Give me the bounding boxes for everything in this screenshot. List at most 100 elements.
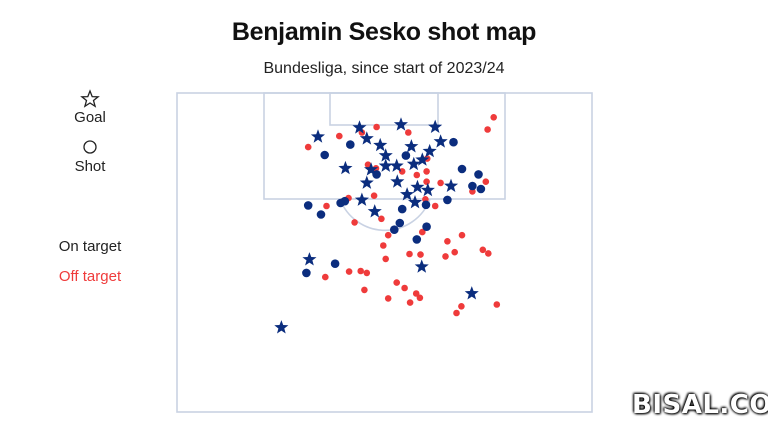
shot-on-target-marker bbox=[316, 210, 326, 219]
shot-off-target-marker bbox=[490, 114, 498, 121]
shot-off-target-marker bbox=[419, 228, 426, 236]
shot-off-target-marker bbox=[458, 303, 465, 310]
pitch-boundary bbox=[176, 92, 593, 413]
shot-on-target-marker bbox=[397, 204, 407, 214]
shot-off-target-marker bbox=[384, 231, 392, 239]
shot-off-target-marker bbox=[322, 273, 329, 281]
shot-off-target-marker bbox=[406, 250, 413, 258]
goal-marker bbox=[408, 195, 423, 209]
shot-off-target-marker bbox=[417, 251, 424, 258]
shot-off-target-marker bbox=[458, 231, 466, 239]
shot-on-target-marker bbox=[474, 170, 483, 179]
shot-off-target-marker bbox=[351, 219, 358, 226]
shot-on-target-marker bbox=[320, 150, 330, 160]
goal-marker bbox=[389, 158, 404, 172]
goal-marker bbox=[415, 152, 430, 166]
six-yard-box bbox=[329, 92, 439, 126]
shot-off-target-marker bbox=[357, 267, 365, 275]
chart-subtitle: Bundesliga, since start of 2023/24 bbox=[263, 60, 505, 77]
goal-marker bbox=[420, 182, 435, 197]
shot-off-target-marker bbox=[380, 242, 387, 249]
shot-off-target-marker bbox=[336, 132, 343, 140]
shot-off-target-marker bbox=[361, 286, 368, 294]
pitch-lines bbox=[176, 92, 593, 413]
legend-off-target-label: Off target bbox=[58, 268, 122, 285]
shot-off-target-marker bbox=[423, 168, 430, 175]
shot-off-target-marker bbox=[406, 299, 414, 306]
shot-off-target-marker bbox=[484, 126, 491, 133]
goal-marker bbox=[422, 143, 437, 158]
shot-on-target-marker bbox=[476, 184, 486, 194]
shot-off-target-marker bbox=[482, 178, 490, 185]
goal-marker bbox=[378, 148, 393, 162]
shot-off-target-marker bbox=[416, 294, 424, 302]
goal-marker bbox=[393, 117, 408, 131]
shot-off-target-marker bbox=[431, 202, 439, 210]
goal-marker bbox=[302, 252, 317, 266]
goal-marker bbox=[359, 175, 374, 189]
goal-marker bbox=[444, 178, 459, 192]
shot-on-target-marker bbox=[443, 195, 452, 205]
goal-marker bbox=[373, 137, 388, 152]
shot-off-target-marker bbox=[485, 250, 492, 257]
shot-off-target-marker bbox=[304, 143, 312, 151]
shot-off-target-marker bbox=[444, 238, 451, 245]
shot-off-target-marker bbox=[378, 215, 385, 223]
shot-on-target-marker bbox=[395, 218, 405, 228]
shot-on-target-marker bbox=[401, 151, 411, 160]
watermark-logo: BISAL.COM bbox=[632, 390, 768, 420]
shot-off-target-marker bbox=[401, 284, 408, 292]
shot-off-target-marker bbox=[323, 202, 330, 210]
goal-marker bbox=[464, 286, 479, 300]
shot-on-target-marker bbox=[330, 259, 340, 269]
legend-shot-label: Shot bbox=[74, 158, 106, 175]
shot-on-target-marker bbox=[302, 268, 311, 278]
goal-marker bbox=[352, 120, 367, 134]
shot-off-target-marker bbox=[423, 178, 430, 185]
shot-off-target-marker bbox=[363, 269, 371, 277]
shot-off-target-marker bbox=[398, 168, 406, 175]
goal-marker bbox=[354, 192, 369, 206]
shot-on-target-marker bbox=[422, 222, 431, 231]
goal-marker bbox=[390, 174, 405, 188]
goal-marker bbox=[404, 139, 419, 153]
goal-marker bbox=[378, 158, 393, 172]
goal-marker bbox=[428, 119, 443, 133]
shot-off-target-marker bbox=[412, 290, 420, 297]
goal-marker bbox=[359, 131, 374, 145]
shot-off-target-marker bbox=[373, 123, 380, 131]
star-icon bbox=[80, 89, 100, 108]
legend-on-target-label: On target bbox=[58, 238, 122, 255]
shot-off-target-marker bbox=[345, 268, 353, 275]
goal-marker bbox=[410, 179, 425, 194]
shot-off-target-marker bbox=[437, 179, 444, 187]
goal-marker bbox=[367, 204, 382, 218]
goal-marker bbox=[433, 134, 448, 148]
shot-on-target-marker bbox=[457, 164, 467, 174]
chart-title: Benjamin Sesko shot map bbox=[231, 18, 537, 46]
penalty-box bbox=[263, 92, 506, 200]
shot-off-target-marker bbox=[479, 246, 487, 254]
shot-on-target-marker bbox=[421, 200, 431, 210]
shot-off-target-marker bbox=[442, 253, 449, 260]
shot-on-target-marker bbox=[412, 235, 422, 244]
shot-on-target-marker bbox=[449, 137, 458, 147]
shot-on-target-marker bbox=[390, 225, 399, 234]
shot-on-target-marker bbox=[468, 181, 477, 191]
goal-marker bbox=[338, 160, 353, 175]
shot-on-target-marker bbox=[336, 198, 345, 208]
goal-marker bbox=[364, 162, 379, 176]
circle-icon bbox=[83, 140, 97, 154]
goal-marker bbox=[274, 320, 289, 334]
shot-off-target-marker bbox=[451, 248, 459, 256]
shot-off-target-marker bbox=[493, 301, 501, 308]
goal-marker bbox=[310, 129, 325, 143]
shot-off-target-marker bbox=[405, 129, 412, 136]
shot-off-target-marker bbox=[384, 295, 392, 302]
shot-off-target-marker bbox=[413, 171, 421, 179]
legend-goal-label: Goal bbox=[74, 109, 106, 126]
shot-off-target-marker bbox=[393, 279, 401, 286]
shot-on-target-marker bbox=[346, 140, 355, 149]
shot-off-target-marker bbox=[382, 255, 390, 263]
